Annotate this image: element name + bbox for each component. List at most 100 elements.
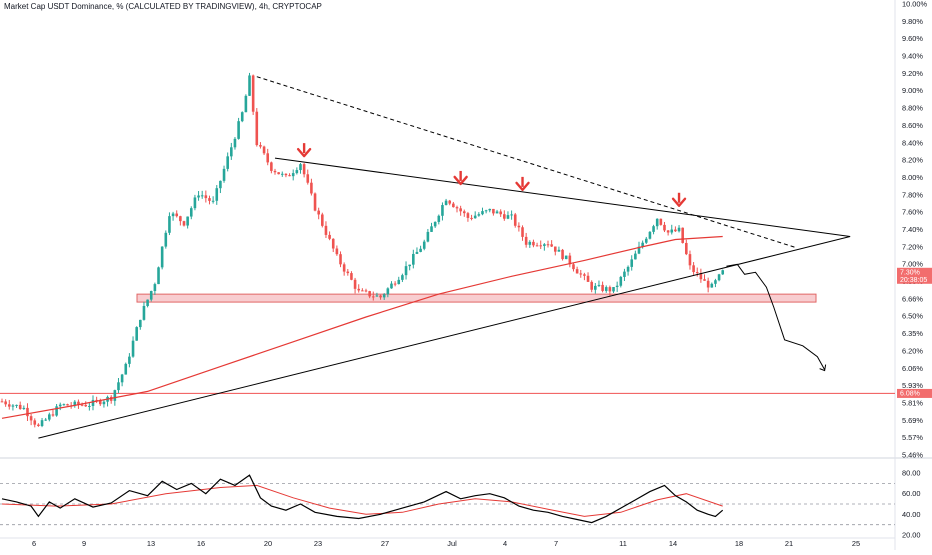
- candle-body: [386, 288, 390, 295]
- candle-body: [350, 273, 353, 280]
- candle-body: [160, 246, 164, 268]
- candle-body: [441, 205, 444, 216]
- rsi-tick-label: 80.00: [902, 469, 921, 478]
- candle-body: [492, 208, 495, 214]
- candle-body: [535, 245, 539, 247]
- candle-body: [146, 299, 149, 306]
- candle-body: [397, 279, 401, 285]
- candle-body: [695, 272, 699, 274]
- candle-body: [128, 356, 131, 364]
- time-tick-label: 16: [197, 539, 205, 548]
- time-tick-label: 23: [314, 539, 322, 548]
- candle-body: [470, 217, 473, 219]
- price-tick-label: 7.80%: [902, 190, 923, 199]
- candle-body: [506, 215, 510, 219]
- candle-body: [62, 404, 66, 406]
- candle-body: [324, 225, 328, 235]
- candle-body: [117, 382, 120, 391]
- time-tick-label: 25: [852, 539, 860, 548]
- candle-body: [153, 284, 157, 291]
- projection-layer: [726, 263, 827, 372]
- trendline-0: [38, 236, 851, 439]
- candle-body: [219, 180, 222, 189]
- candle-body: [408, 264, 411, 267]
- candle-body: [521, 227, 524, 237]
- price-tick-label: 6.06%: [902, 364, 923, 373]
- candle-body: [412, 253, 415, 265]
- candle-body: [484, 210, 488, 212]
- candle-body: [572, 264, 575, 270]
- candle-body: [346, 271, 350, 274]
- candle-body: [448, 200, 452, 204]
- candle-body: [149, 290, 153, 300]
- candle-body: [575, 269, 579, 274]
- support-zone: [136, 293, 817, 303]
- ema-layer: [1, 235, 723, 419]
- candle-body: [339, 254, 342, 265]
- price-tick-label: 7.00%: [902, 260, 923, 269]
- candle-body: [586, 275, 590, 282]
- candle-body: [55, 406, 58, 416]
- candle-body: [594, 285, 597, 290]
- candle-body: [270, 162, 273, 171]
- price-tag-label: 7.30%: [900, 270, 920, 277]
- price-tag-1: [897, 388, 932, 398]
- candle-body: [499, 211, 502, 215]
- candle-body: [189, 208, 193, 217]
- candle-body: [66, 404, 69, 406]
- arrow-down-head: [453, 175, 468, 186]
- candle-body: [444, 200, 448, 206]
- projection-arrowhead: [819, 364, 827, 372]
- candle-body: [371, 296, 375, 298]
- price-tick-label: 10.00%: [902, 0, 927, 9]
- candle-body: [382, 294, 386, 298]
- arrow-down-head: [671, 197, 687, 207]
- candle-body: [77, 401, 80, 405]
- candle-body: [193, 197, 197, 209]
- candle-body: [466, 213, 470, 218]
- candle-body: [4, 401, 7, 405]
- candle-body: [11, 405, 15, 407]
- candle-body: [714, 280, 717, 284]
- rsi-tick-label: 60.00: [902, 489, 921, 498]
- candle-body: [648, 231, 652, 239]
- candle-body: [361, 290, 364, 292]
- price-tick-label: 6.50%: [902, 312, 923, 321]
- candle-body: [262, 146, 266, 154]
- time-tick-label: 4: [503, 539, 507, 548]
- candle-body: [721, 270, 725, 275]
- candle-body: [157, 267, 160, 285]
- candle-body: [306, 174, 310, 183]
- candle-body: [313, 193, 317, 211]
- candle-body: [404, 266, 408, 276]
- candle-body: [619, 276, 623, 286]
- arrow-down-head: [296, 147, 312, 158]
- candle-body: [437, 215, 441, 222]
- candle-body: [131, 340, 135, 357]
- candle-body: [186, 216, 189, 226]
- candle-body: [48, 414, 51, 420]
- candle-body: [80, 404, 84, 406]
- candle-body: [124, 363, 128, 375]
- candle-body: [317, 210, 320, 215]
- candle-body: [393, 283, 397, 285]
- time-tick-label: 14: [669, 539, 677, 548]
- price-tick-label: 9.80%: [902, 17, 923, 26]
- price-tick-label: 9.40%: [902, 52, 923, 61]
- candle-body: [590, 281, 593, 290]
- candle-body: [644, 238, 648, 243]
- candle-body: [168, 216, 171, 233]
- time-tick-label: 18: [735, 539, 743, 548]
- candle-body: [452, 203, 455, 208]
- candle-body: [29, 416, 33, 421]
- candle-body: [135, 327, 138, 341]
- candle-body: [717, 274, 721, 281]
- candle-body: [248, 75, 251, 96]
- candle-body: [379, 295, 382, 298]
- candle-body: [233, 138, 237, 148]
- candle-body: [652, 226, 655, 232]
- candle-body: [113, 390, 117, 401]
- candle-body: [703, 279, 706, 281]
